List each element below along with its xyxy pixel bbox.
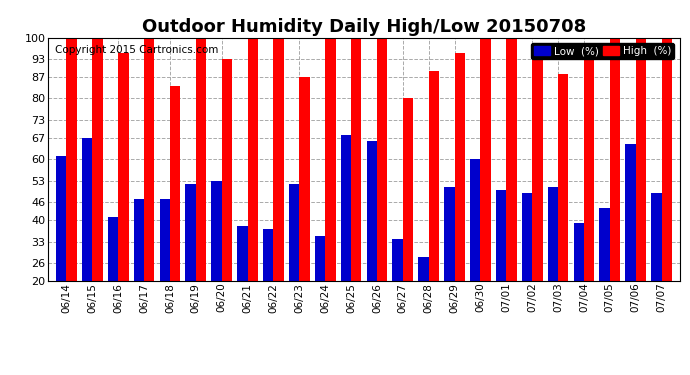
Bar [480,38,491,281]
Bar [118,53,128,281]
Bar [455,53,465,281]
Bar [532,59,542,281]
Bar [635,38,646,281]
Bar [56,156,66,281]
Bar [428,71,439,281]
Bar [393,238,403,281]
Bar [170,86,180,281]
Bar [366,141,377,281]
Bar [651,193,662,281]
Bar [377,38,387,281]
Bar [610,38,620,281]
Bar [299,77,310,281]
Bar [196,38,206,281]
Bar [496,190,506,281]
Bar [92,38,103,281]
Bar [341,135,351,281]
Bar [273,38,284,281]
Bar [289,184,299,281]
Bar [662,38,672,281]
Bar [82,138,92,281]
Bar [625,144,635,281]
Bar [418,257,428,281]
Bar [325,38,335,281]
Bar [548,187,558,281]
Bar [600,208,610,281]
Text: Copyright 2015 Cartronics.com: Copyright 2015 Cartronics.com [55,45,218,55]
Bar [66,38,77,281]
Bar [159,199,170,281]
Bar [444,187,455,281]
Bar [144,38,155,281]
Bar [263,230,273,281]
Bar [186,184,196,281]
Bar [221,59,232,281]
Bar [573,224,584,281]
Bar [558,74,569,281]
Bar [522,193,532,281]
Bar [506,38,517,281]
Bar [470,159,480,281]
Title: Outdoor Humidity Daily High/Low 20150708: Outdoor Humidity Daily High/Low 20150708 [142,18,586,36]
Bar [351,38,362,281]
Bar [211,181,221,281]
Bar [584,59,594,281]
Bar [237,226,248,281]
Bar [403,99,413,281]
Bar [134,199,144,281]
Legend: Low  (%), High  (%): Low (%), High (%) [531,43,674,59]
Bar [248,38,258,281]
Bar [108,217,118,281]
Bar [315,236,325,281]
